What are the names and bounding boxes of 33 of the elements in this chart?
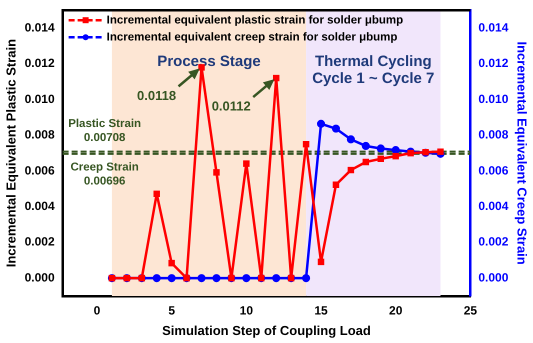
y-tick-label: 0.008: [24, 128, 55, 142]
x-tick-label: 5: [168, 304, 176, 318]
band-label: Thermal Cycling Cycle 1 ~ Cycle 7: [312, 52, 434, 87]
y-tick-label: 0.010: [24, 92, 55, 106]
x-tick-label: 20: [389, 304, 403, 318]
x-tick-label: 10: [240, 304, 254, 318]
y2-axis-title: Incremental Equivalent Creep Strain: [514, 41, 530, 265]
y-tick-label: 0.004: [24, 199, 55, 213]
band-label: Process Stage: [157, 52, 261, 70]
annotation: 0.0112: [212, 98, 251, 114]
y2-tick-label: 0.012: [478, 56, 509, 70]
ref-line-label: Plastic Strain 0.00708: [68, 118, 142, 144]
y2-tick-label: 0.004: [478, 199, 509, 213]
y-tick-label: 0.000: [24, 270, 55, 284]
y2-tick-label: 0.006: [478, 163, 509, 178]
annotation: 0.0118: [137, 88, 176, 103]
y-axis-title: Incremental Equivalent Plastic Strain: [3, 38, 18, 268]
x-tick-label: 15: [314, 304, 328, 318]
x-axis-title: Simulation Step of Coupling Load: [162, 322, 371, 338]
legend-label: Incremental equivalent plastic strain for solder μbump: [106, 14, 404, 26]
y-tick-label: 0.014: [24, 20, 55, 34]
y-tick-label: 0.002: [24, 234, 55, 249]
y-tick-label: 0.012: [24, 56, 55, 70]
y2-tick-label: 0.008: [478, 128, 509, 142]
y2-tick-label: 0.014: [478, 20, 509, 34]
legend-label: Incremental equivalent creep strain for solder μbump: [106, 31, 398, 44]
y2-tick-label: 0.010: [478, 92, 509, 106]
y2-tick-label: 0.002: [478, 234, 509, 249]
x-tick-label: 25: [464, 304, 478, 318]
ref-line-label: Creep Strain 0.00696: [70, 162, 139, 188]
x-tick-label: 0: [94, 304, 101, 318]
y-tick-label: 0.006: [24, 163, 55, 178]
y2-tick-label: 0.000: [478, 270, 509, 284]
